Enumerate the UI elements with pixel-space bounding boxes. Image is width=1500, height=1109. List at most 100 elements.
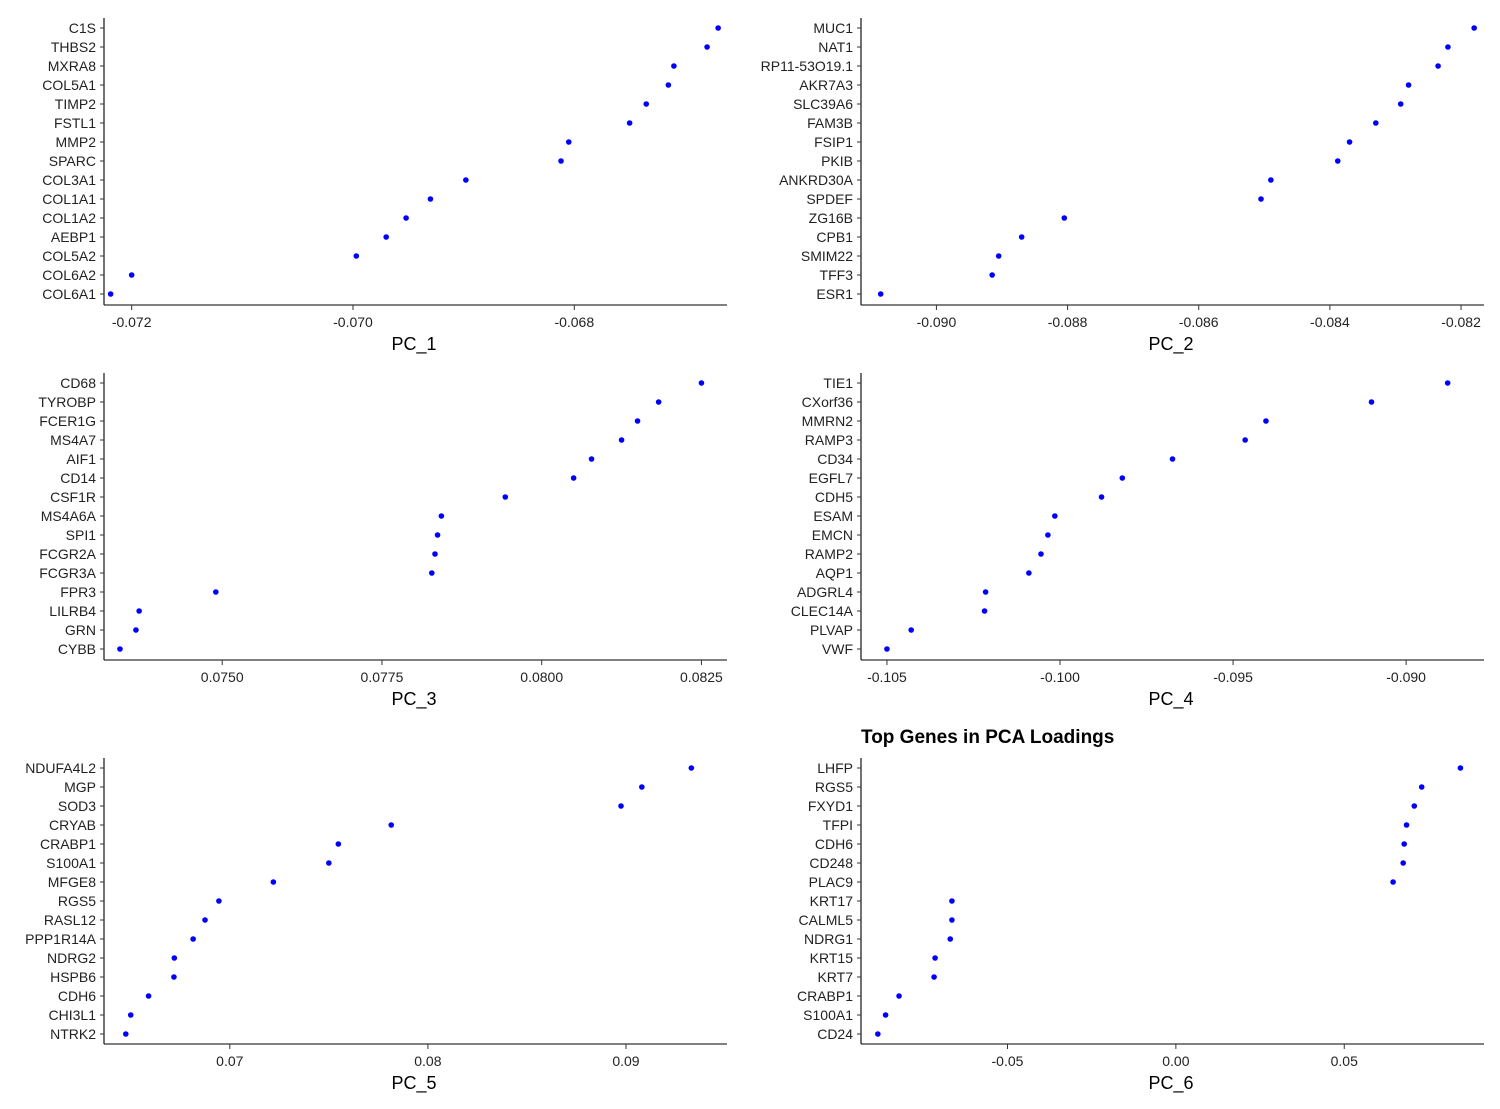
gene-label: THBS2 bbox=[51, 39, 96, 55]
gene-label: CPB1 bbox=[816, 229, 853, 245]
gene-label: LHFP bbox=[817, 760, 853, 776]
loading-point bbox=[618, 803, 624, 809]
loading-point bbox=[107, 291, 114, 297]
loading-point bbox=[698, 380, 705, 386]
panel-pc1: PC_1 C1S THBS2 MXRA8 COL5A1 TIMP2 FSTL1 MMP2 SP… bbox=[42, 18, 727, 355]
gene-label: AKR7A3 bbox=[799, 77, 853, 93]
gene-label: RASL12 bbox=[44, 912, 96, 928]
x-axis-title-pc4: PC_4 bbox=[1148, 689, 1193, 710]
gene-label: S100A1 bbox=[803, 1007, 853, 1023]
loading-point bbox=[949, 917, 955, 923]
gene-label: CD24 bbox=[817, 1026, 853, 1042]
x-tick-label: -0.100 bbox=[1040, 669, 1080, 685]
gene-label: COL6A2 bbox=[42, 267, 96, 283]
gene-label: AEBP1 bbox=[51, 229, 96, 245]
loading-point bbox=[1263, 418, 1269, 424]
x-tick-label: -0.072 bbox=[112, 314, 152, 330]
x-tick-label: 0.00 bbox=[1162, 1053, 1189, 1069]
gene-label: MS4A6A bbox=[41, 508, 97, 524]
gene-label: VWF bbox=[822, 641, 853, 657]
loading-point bbox=[565, 139, 572, 145]
loading-point bbox=[877, 291, 884, 297]
gene-label: SLC39A6 bbox=[793, 96, 853, 112]
loading-point bbox=[127, 1012, 134, 1018]
loading-point bbox=[213, 589, 219, 595]
loading-point bbox=[434, 532, 441, 538]
loading-point bbox=[882, 1012, 889, 1018]
panel-pc6: PC_6 LHFP RGS5 FXYD1 TFPI CDH6 CD248 PLAC9 KRT1… bbox=[797, 758, 1484, 1094]
x-tick-label: -0.082 bbox=[1441, 314, 1481, 330]
loading-point bbox=[989, 272, 995, 278]
gene-label: NDRG2 bbox=[47, 950, 96, 966]
loading-point bbox=[1045, 532, 1051, 538]
gene-label: FCGR3A bbox=[39, 565, 96, 581]
gene-label: EGFL7 bbox=[809, 470, 854, 486]
x-axis-title-pc5: PC_5 bbox=[391, 1073, 436, 1094]
loading-point bbox=[1403, 822, 1410, 828]
gene-label: LILRB4 bbox=[49, 603, 96, 619]
gene-label: FCER1G bbox=[39, 413, 96, 429]
loading-point bbox=[463, 177, 469, 183]
gene-label: NDRG1 bbox=[804, 931, 853, 947]
gene-label: FPR3 bbox=[60, 584, 96, 600]
loading-point bbox=[1026, 570, 1032, 576]
gene-label: GRN bbox=[65, 622, 96, 638]
gene-label: HSPB6 bbox=[50, 969, 96, 985]
loading-point bbox=[981, 608, 988, 614]
panel-pc3: PC_3 CD68 TYROBP FCER1G MS4A7 AIF1 CD14 CSF1R M… bbox=[38, 373, 727, 710]
gene-label: C1S bbox=[69, 20, 96, 36]
loading-point bbox=[1268, 177, 1274, 183]
loading-point bbox=[427, 196, 434, 202]
gene-label: CD68 bbox=[60, 375, 96, 391]
gene-label: KRT17 bbox=[810, 893, 854, 909]
loading-point bbox=[270, 879, 277, 885]
loading-point bbox=[1018, 234, 1025, 240]
gene-label: FSTL1 bbox=[54, 115, 96, 131]
gene-label: PPP1R14A bbox=[25, 931, 96, 947]
loading-point bbox=[1098, 494, 1105, 500]
x-tick-label: 0.0800 bbox=[520, 669, 563, 685]
x-axis-title-pc6: PC_6 bbox=[1148, 1073, 1193, 1094]
loading-point bbox=[145, 993, 152, 999]
x-tick-label: 0.09 bbox=[612, 1053, 639, 1069]
loading-point bbox=[1401, 841, 1407, 847]
gene-label: CALML5 bbox=[799, 912, 854, 928]
loading-point bbox=[432, 551, 438, 557]
loading-point bbox=[216, 898, 222, 904]
loading-point bbox=[502, 494, 509, 500]
gene-label: S100A1 bbox=[46, 855, 96, 871]
x-tick-label: -0.088 bbox=[1048, 314, 1088, 330]
gene-label: RAMP3 bbox=[805, 432, 853, 448]
gene-label: CDH5 bbox=[815, 489, 853, 505]
loading-point bbox=[665, 82, 672, 88]
gene-label: RGS5 bbox=[815, 779, 853, 795]
gene-label: NTRK2 bbox=[50, 1026, 96, 1042]
loading-point bbox=[704, 44, 710, 50]
gene-label: MS4A7 bbox=[50, 432, 96, 448]
loading-point bbox=[931, 974, 937, 980]
gene-label: AQP1 bbox=[816, 565, 854, 581]
gene-label: CDH6 bbox=[58, 988, 96, 1004]
loading-point bbox=[995, 253, 1002, 259]
loading-point bbox=[618, 437, 625, 443]
gene-label: CD34 bbox=[817, 451, 853, 467]
x-tick-label: -0.05 bbox=[992, 1053, 1024, 1069]
loading-point bbox=[133, 627, 139, 633]
loading-point bbox=[383, 234, 389, 240]
loading-point bbox=[715, 25, 721, 31]
loading-point bbox=[875, 1031, 881, 1037]
gene-label: COL5A1 bbox=[42, 77, 96, 93]
gene-label: ZG16B bbox=[809, 210, 853, 226]
gene-label: PKIB bbox=[821, 153, 853, 169]
x-tick-label: -0.086 bbox=[1179, 314, 1219, 330]
x-tick-label: -0.095 bbox=[1213, 669, 1253, 685]
gene-label: SPDEF bbox=[806, 191, 853, 207]
loading-point bbox=[558, 158, 564, 164]
x-axis-title-pc2: PC_2 bbox=[1148, 334, 1193, 355]
gene-label: PLAC9 bbox=[809, 874, 854, 890]
gene-label: CLEC14A bbox=[791, 603, 854, 619]
x-tick-label: -0.068 bbox=[554, 314, 594, 330]
gene-label: CHI3L1 bbox=[49, 1007, 97, 1023]
x-tick-label: -0.070 bbox=[333, 314, 373, 330]
gene-label: NAT1 bbox=[818, 39, 853, 55]
